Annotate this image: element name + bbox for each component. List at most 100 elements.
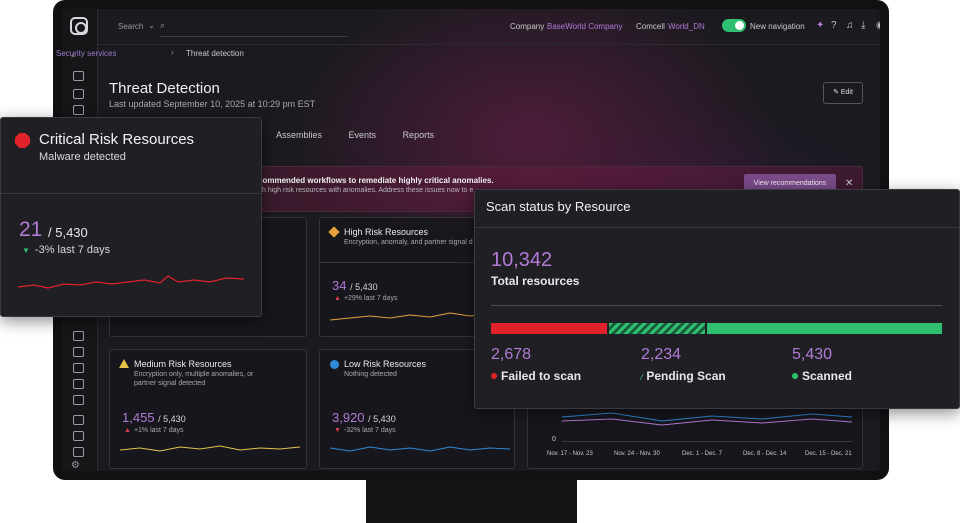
card-value: 3,920 / 5,430 bbox=[332, 410, 396, 425]
scanned-value: 5,430 bbox=[792, 346, 833, 363]
info-dot-icon bbox=[330, 360, 339, 369]
pending-value: 2,234 bbox=[641, 346, 682, 363]
shield-icon[interactable] bbox=[73, 71, 84, 81]
x-tick: Nov. 24 - Nov. 30 bbox=[614, 451, 660, 457]
new-navigation-toggle[interactable] bbox=[722, 19, 746, 32]
card-value-total: / 5,430 bbox=[158, 414, 186, 424]
y-axis-zero: 0 bbox=[552, 436, 556, 443]
grid-icon[interactable] bbox=[73, 89, 84, 99]
critical-risk-panel[interactable] bbox=[0, 117, 262, 317]
card-description: Encryption only, multiple anomalies, or … bbox=[134, 371, 254, 387]
card-divider bbox=[320, 262, 514, 263]
trend-lines bbox=[562, 412, 852, 426]
building-icon[interactable] bbox=[73, 431, 84, 441]
monitor-stand bbox=[366, 480, 577, 523]
page-title: Threat Detection bbox=[109, 80, 220, 97]
warning-diamond-icon bbox=[328, 226, 340, 238]
sparkline bbox=[330, 312, 480, 321]
critical-title: Critical Risk Resources bbox=[39, 131, 195, 148]
pending-label-text: Pending Scan bbox=[646, 369, 726, 383]
card-change: ▲ +29% last 7 days bbox=[334, 295, 398, 302]
pending-segment[interactable] bbox=[608, 323, 706, 334]
tab-assemblies[interactable]: Assemblies bbox=[276, 130, 323, 140]
warning-triangle-icon bbox=[119, 359, 129, 368]
briefcase-icon[interactable] bbox=[73, 347, 84, 357]
breadcrumb-separator-icon: › bbox=[171, 48, 174, 57]
card-change-text: -32% last 7 days bbox=[343, 427, 396, 434]
card-description: Encryption, anomaly, and partner signal … bbox=[344, 239, 473, 246]
failed-segment[interactable] bbox=[491, 323, 607, 334]
close-icon[interactable]: ✕ bbox=[845, 178, 854, 189]
comcell-selector[interactable]: World_DN bbox=[668, 22, 705, 31]
card-description: Nothing detected bbox=[344, 371, 397, 378]
banner-title: commended workflows to remediate highly … bbox=[258, 176, 494, 185]
failed-value: 2,678 bbox=[491, 346, 532, 363]
card-value-number: 34 bbox=[332, 278, 347, 293]
tab-reports[interactable]: Reports bbox=[402, 130, 435, 140]
sliders-icon[interactable] bbox=[73, 415, 84, 425]
scanned-segment[interactable] bbox=[707, 323, 942, 334]
new-navigation-label: New navigation bbox=[750, 22, 805, 31]
pending-label: ⁄ Pending Scan bbox=[641, 369, 726, 383]
sparkline bbox=[330, 446, 510, 452]
search-icon: ⌕ bbox=[160, 20, 166, 30]
breadcrumb-current: Threat detection bbox=[186, 49, 244, 58]
card-value-number: 3,920 bbox=[332, 410, 365, 425]
clipboard-icon[interactable] bbox=[73, 363, 84, 373]
comcell-label: Comcell bbox=[636, 22, 665, 31]
card-value: 34 / 5,430 bbox=[332, 278, 378, 293]
critical-total: / 5,430 bbox=[48, 225, 88, 240]
critical-sparkline bbox=[18, 275, 244, 289]
scan-status-bar bbox=[491, 323, 942, 334]
chevron-down-icon[interactable]: ⌄ bbox=[148, 21, 155, 30]
failed-label-text: Failed to scan bbox=[501, 369, 582, 383]
search-input[interactable]: ⌕ bbox=[160, 17, 348, 37]
total-resources-label: Total resources bbox=[491, 274, 580, 288]
card-change-text: +1% last 7 days bbox=[133, 427, 184, 434]
card-change-text: +29% last 7 days bbox=[343, 295, 398, 302]
scan-divider bbox=[491, 305, 942, 306]
x-tick: Dec. 8 - Dec. 14 bbox=[743, 451, 787, 457]
card-title: Low Risk Resources bbox=[344, 359, 427, 369]
breadcrumb-parent[interactable]: Security services bbox=[56, 49, 117, 58]
tab-bar: Assemblies Events Reports bbox=[276, 130, 458, 140]
edit-button[interactable]: ✎ Edit bbox=[823, 82, 863, 104]
search-scope-label[interactable]: Search bbox=[118, 22, 144, 31]
document-icon[interactable] bbox=[73, 395, 84, 405]
card-change: ▼ -32% last 7 days bbox=[334, 427, 396, 434]
user-icon[interactable]: ◉ bbox=[876, 20, 880, 31]
critical-change: ▼ -3% last 7 days bbox=[22, 244, 110, 256]
scan-divider bbox=[475, 227, 959, 228]
card-title: High Risk Resources bbox=[344, 227, 429, 237]
scan-status-panel[interactable] bbox=[474, 189, 960, 409]
edit-button-label: Edit bbox=[840, 89, 853, 96]
critical-value: 21 bbox=[19, 218, 43, 241]
green-dot-icon bbox=[792, 373, 798, 379]
card-value-total: / 5,430 bbox=[350, 282, 378, 292]
monitor-icon[interactable] bbox=[73, 379, 84, 389]
help-icon[interactable]: ? bbox=[831, 20, 837, 31]
top-bar: Search ⌄ ⌕ Company BaseWorld Company Com… bbox=[98, 9, 880, 45]
settings-icon[interactable]: ⚙ bbox=[71, 460, 80, 471]
download-icon[interactable]: ⤓ bbox=[861, 20, 866, 31]
x-tick: Dec. 15 - Dec. 21 bbox=[805, 451, 852, 457]
tab-events[interactable]: Events bbox=[348, 130, 377, 140]
hatch-icon: ⁄ bbox=[641, 373, 643, 382]
page-subtitle: Last updated September 10, 2025 at 10:29… bbox=[109, 99, 316, 109]
bell-icon[interactable]: ♫ bbox=[846, 20, 854, 31]
x-axis bbox=[562, 441, 852, 442]
medium-risk-card[interactable]: Medium Risk Resources Encryption only, m… bbox=[109, 349, 307, 469]
analytics-icon[interactable] bbox=[73, 331, 84, 341]
company-selector[interactable]: BaseWorld Company bbox=[547, 22, 623, 31]
search-icon[interactable]: ⌕ bbox=[71, 50, 77, 61]
card-value-total: / 5,430 bbox=[368, 414, 396, 424]
id-card-icon[interactable] bbox=[73, 447, 84, 457]
sparkline bbox=[120, 445, 300, 452]
critical-divider bbox=[1, 193, 261, 194]
critical-subtitle: Malware detected bbox=[39, 151, 126, 163]
critical-stop-icon bbox=[15, 133, 30, 148]
globe-icon[interactable] bbox=[73, 105, 84, 115]
logo-icon[interactable] bbox=[70, 17, 88, 35]
sparkle-icon[interactable]: ✦ bbox=[816, 20, 825, 31]
